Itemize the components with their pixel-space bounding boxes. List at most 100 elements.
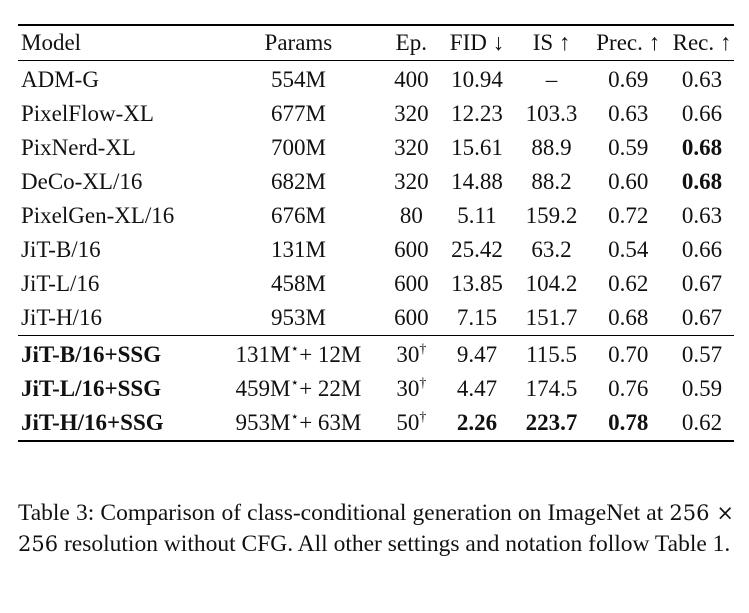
header-epochs: Ep. [395, 30, 427, 55]
params-footnote-mark: ⋆ [290, 376, 300, 391]
cell-fid-value: 13.85 [451, 271, 503, 296]
header-recall: Rec. ↑ [672, 30, 732, 55]
cell-epochs: 80 [385, 199, 437, 233]
cell-precision-value: 0.68 [608, 305, 649, 330]
cell-fid: 7.15 [437, 301, 517, 336]
cell-recall: 0.63 [670, 61, 734, 98]
cell-recall-value: 0.66 [681, 101, 723, 126]
table-row: DeCo-XL/16 682M 320 14.88 88.2 0.60 0.68 [18, 165, 734, 199]
cell-precision-value: 0.54 [608, 237, 649, 262]
cell-precision: 0.54 [586, 233, 670, 267]
cell-fid-value: 14.88 [451, 169, 503, 194]
params-value: 682M [270, 169, 326, 194]
cell-model: JiT-L/16 [18, 267, 211, 301]
cell-is-value: 88.9 [531, 135, 572, 160]
params-footnote-mark: ⋆ [290, 342, 300, 357]
params-extra: + 12M [299, 342, 362, 367]
cell-precision-value: 0.60 [608, 169, 649, 194]
cell-epochs: 320 [385, 97, 437, 131]
caption-text-end: resolution without CFG. All other settin… [58, 531, 731, 557]
epochs-value: 30 [396, 376, 420, 401]
cell-params: 953M [211, 301, 385, 336]
cell-params: 953M⋆+ 63M [211, 406, 385, 441]
cell-is-value: 103.3 [525, 101, 578, 126]
params-value: 953M [235, 410, 291, 435]
cell-recall: 0.62 [670, 406, 734, 441]
cell-model: PixNerd-XL [18, 131, 211, 165]
cell-precision: 0.76 [586, 372, 670, 406]
params-value: 131M [235, 342, 291, 367]
cell-recall: 0.63 [670, 199, 734, 233]
cell-epochs: 400 [385, 61, 437, 98]
cell-model: JiT-L/16+SSG [18, 372, 211, 406]
cell-precision-value: 0.70 [608, 342, 649, 367]
cell-fid: 13.85 [437, 267, 517, 301]
cell-epochs: 50† [385, 406, 437, 441]
header-is: IS ↑ [532, 30, 571, 55]
cell-epochs: 30† [385, 336, 437, 373]
params-value: 459M [235, 376, 291, 401]
cell-precision-value: 0.59 [608, 135, 649, 160]
table-row: JiT-L/16+SSG 459M⋆+ 22M 30† 4.47 174.5 0.76 0.… [18, 372, 734, 406]
cell-fid: 15.61 [437, 131, 517, 165]
epochs-value: 600 [394, 305, 429, 330]
epochs-footnote-mark: † [419, 342, 427, 357]
cell-fid-value: 15.61 [451, 135, 503, 160]
cell-params: 677M [211, 97, 385, 131]
caption-resolution: 256 × 256 [18, 501, 734, 556]
cell-params: 554M [211, 61, 385, 98]
table-row: JiT-B/16 131M 600 25.42 63.2 0.54 0.66 [18, 233, 734, 267]
cell-is: 63.2 [517, 233, 587, 267]
params-value: 131M [270, 237, 326, 262]
cell-model: JiT-H/16+SSG [18, 406, 211, 441]
cell-precision: 0.70 [586, 336, 670, 373]
cell-fid: 25.42 [437, 233, 517, 267]
params-extra: + 22M [299, 376, 362, 401]
cell-is-value: 151.7 [525, 305, 578, 330]
cell-is: 159.2 [517, 199, 587, 233]
cell-precision-value: 0.72 [608, 203, 649, 228]
cell-precision: 0.78 [586, 406, 670, 441]
params-footnote-mark: ⋆ [290, 410, 300, 425]
cell-precision: 0.69 [586, 61, 670, 98]
params-value: 458M [270, 271, 326, 296]
cell-is: 88.9 [517, 131, 587, 165]
cell-is: 104.2 [517, 267, 587, 301]
epochs-value: 320 [394, 169, 429, 194]
ours-rows: JiT-B/16+SSG 131M⋆+ 12M 30† 9.47 115.5 0.70 0.… [18, 335, 734, 441]
cell-epochs: 320 [385, 131, 437, 165]
cell-fid: 12.23 [437, 97, 517, 131]
cell-precision: 0.59 [586, 131, 670, 165]
cell-recall: 0.66 [670, 233, 734, 267]
cell-is-value: 88.2 [531, 169, 572, 194]
cell-recall: 0.68 [670, 131, 734, 165]
cell-fid: 4.47 [437, 372, 517, 406]
params-extra: + 63M [299, 410, 362, 435]
cell-recall-value: 0.59 [681, 376, 723, 401]
epochs-value: 320 [394, 101, 429, 126]
epochs-value: 30 [396, 342, 420, 367]
model-name: JiT-B/16 [21, 237, 101, 262]
cell-epochs: 30† [385, 372, 437, 406]
cell-is-value: 174.5 [525, 376, 578, 401]
table-row: JiT-B/16+SSG 131M⋆+ 12M 30† 9.47 115.5 0.70 0.… [18, 335, 734, 373]
cell-precision-value: 0.78 [608, 410, 649, 435]
cell-recall-value: 0.67 [681, 271, 723, 296]
header-fid: FID ↓ [449, 30, 505, 55]
cell-recall: 0.57 [670, 336, 734, 373]
cell-recall-value: 0.68 [681, 135, 723, 160]
model-name: PixelGen-XL/16 [21, 203, 175, 228]
cell-params: 676M [211, 199, 385, 233]
table-header-row: Model Params Ep. FID ↓ IS ↑ Prec. ↑ Rec.… [18, 25, 734, 61]
cell-precision: 0.60 [586, 165, 670, 199]
epochs-value: 50 [396, 410, 420, 435]
table-row: JiT-H/16 953M 600 7.15 151.7 0.68 0.67 [18, 301, 734, 336]
table-caption: Table 3: Comparison of class-conditional… [18, 498, 734, 560]
cell-params: 459M⋆+ 22M [211, 372, 385, 406]
cell-precision: 0.63 [586, 97, 670, 131]
cell-fid: 10.94 [437, 61, 517, 98]
table-row: JiT-H/16+SSG 953M⋆+ 63M 50† 2.26 223.7 0.78 0.… [18, 406, 734, 441]
cell-precision-value: 0.76 [608, 376, 649, 401]
cell-is-value: 159.2 [525, 203, 578, 228]
cell-is: – [517, 61, 587, 98]
